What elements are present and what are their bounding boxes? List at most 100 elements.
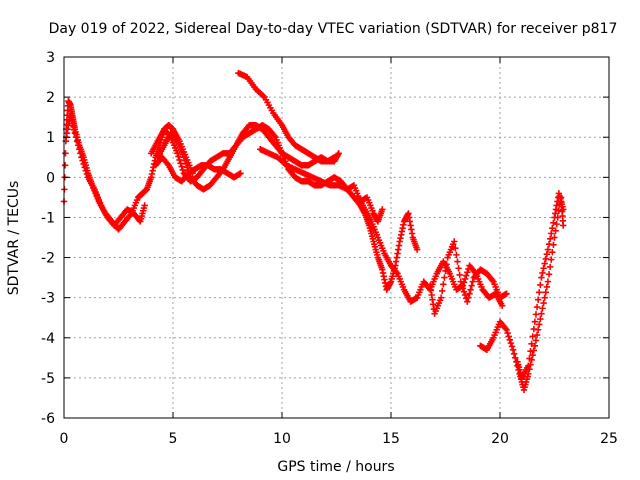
data-point-fill <box>61 162 69 169</box>
data-point-fill <box>505 333 512 340</box>
chart-title: Day 019 of 2022, Sidereal Day-to-day VTE… <box>49 21 618 37</box>
data-point-fill <box>452 244 459 252</box>
data-point-fill <box>81 164 88 171</box>
data-point-fill <box>82 167 89 174</box>
data-point-fill <box>460 288 468 295</box>
data-point-fill <box>529 333 536 340</box>
data-point-fill <box>83 170 91 178</box>
data-point-fill <box>456 271 463 279</box>
data-point-fill <box>74 142 82 149</box>
data-point-fill <box>533 303 541 311</box>
y-tick-labels: 3 2 1 0 -1 -2 -3 -4 -5 -6 <box>41 50 55 427</box>
data-point-fill <box>468 282 475 289</box>
data-point-fill <box>79 157 86 164</box>
y-tick-label: 0 <box>46 170 55 186</box>
data-point-fill <box>541 294 548 301</box>
y-tick-label: 3 <box>46 50 55 66</box>
data-point-fill <box>183 164 191 171</box>
data-point-fill <box>464 269 471 276</box>
data-point-fill <box>552 227 559 235</box>
data-point-fill <box>463 272 470 279</box>
grid-layer <box>63 56 610 419</box>
data-layer <box>60 69 567 394</box>
y-tick-label: 1 <box>46 130 55 146</box>
x-tick-label: 0 <box>60 431 69 447</box>
data-point-fill <box>440 281 447 288</box>
data-point <box>551 234 558 241</box>
data-point-fill <box>542 289 549 296</box>
data-point <box>451 238 458 245</box>
data-point-fill <box>553 220 560 228</box>
data-point-fill <box>441 274 448 281</box>
x-tick-label: 15 <box>382 431 400 447</box>
data-point-fill <box>455 265 462 272</box>
data-point-fill <box>530 325 537 333</box>
data-point <box>503 326 510 333</box>
data-point-fill <box>537 281 544 289</box>
data-point-fill <box>77 150 84 157</box>
data-point <box>78 154 85 161</box>
data-point <box>503 290 510 297</box>
data-point-fill <box>467 286 474 293</box>
data-point-fill <box>526 355 533 362</box>
data-point <box>141 202 148 209</box>
data-point-fill <box>72 134 80 141</box>
data-point <box>331 154 338 161</box>
data-point-fill <box>442 267 449 275</box>
data-point-fill <box>182 160 190 168</box>
data-point <box>538 274 545 281</box>
data-point-fill <box>542 255 549 263</box>
data-point <box>544 246 552 253</box>
data-point-fill <box>459 285 467 292</box>
data-point <box>464 298 471 305</box>
data-point-fill <box>181 157 189 164</box>
series-arc-6 <box>235 69 338 165</box>
data-point-fill <box>549 249 556 256</box>
data-point <box>544 278 552 285</box>
data-point-fill <box>454 258 461 265</box>
data-point-fill <box>533 331 541 339</box>
series-arc-11 <box>514 190 567 382</box>
data-point-fill <box>534 296 542 303</box>
data-point <box>174 150 181 157</box>
data-point-fill <box>528 340 535 347</box>
data-point-fill <box>176 156 183 164</box>
data-point-fill <box>540 299 547 307</box>
data-point-fill <box>543 251 551 258</box>
data-point-fill <box>545 240 553 248</box>
x-tick-label: 20 <box>491 431 509 447</box>
data-point-fill <box>510 350 518 358</box>
y-tick-label: -4 <box>41 331 55 347</box>
y-axis-label: SDTVAR / TECUs <box>6 181 22 296</box>
data-point-fill <box>443 261 450 268</box>
y-tick-label: 2 <box>46 90 55 106</box>
data-point <box>531 342 539 349</box>
series-arc-3 <box>148 121 342 185</box>
data-point-fill <box>461 291 469 299</box>
data-point-fill <box>549 224 556 232</box>
data-point <box>335 150 342 157</box>
data-point-fill <box>532 311 540 318</box>
data-point-fill <box>548 256 555 263</box>
data-point <box>437 294 445 301</box>
data-point-fill <box>179 166 187 174</box>
data-point <box>525 362 532 370</box>
data-point-fill <box>541 260 548 267</box>
data-point <box>379 206 386 213</box>
data-point-fill <box>185 167 192 174</box>
data-point-fill <box>453 251 460 259</box>
series-arc-9 <box>427 238 510 317</box>
data-point-fill <box>529 351 536 359</box>
x-axis-label: GPS time / hours <box>277 459 394 475</box>
data-point-fill <box>466 290 473 297</box>
data-point-fill <box>536 289 543 296</box>
data-point <box>509 346 517 354</box>
data-point-fill <box>507 339 515 347</box>
data-point-fill <box>540 265 547 272</box>
data-point <box>531 318 539 325</box>
data-point-fill <box>550 219 557 226</box>
data-point-fill <box>545 271 553 278</box>
y-tick-label: -1 <box>41 210 55 226</box>
x-tick-label: 25 <box>600 431 618 447</box>
data-point-fill <box>465 294 472 301</box>
